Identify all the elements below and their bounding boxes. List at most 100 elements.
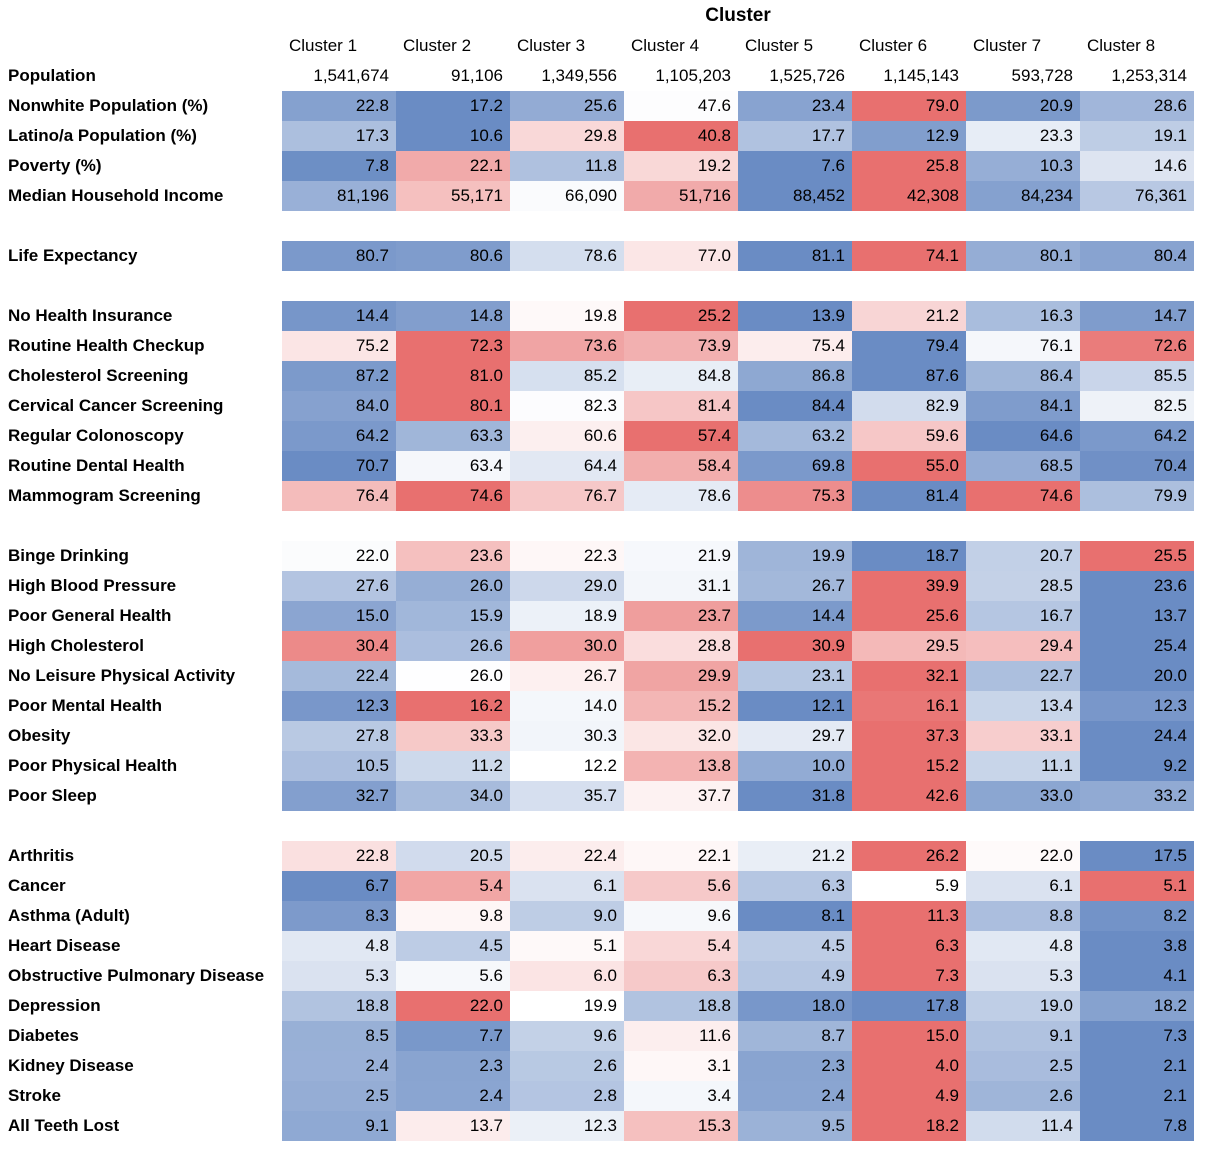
heatmap-cell: 11.2	[396, 751, 510, 781]
heatmap-cell: 4.1	[1080, 961, 1194, 991]
heatmap-cell: 84.0	[282, 391, 396, 421]
heatmap-cell: 63.4	[396, 451, 510, 481]
heatmap-cell: 85.2	[510, 361, 624, 391]
heatmap-cell: 72.6	[1080, 331, 1194, 361]
row-label: Population	[8, 66, 96, 85]
row-label: High Cholesterol	[8, 636, 145, 655]
heatmap-cell: 11.6	[624, 1021, 738, 1051]
heatmap-cell: 19.2	[624, 151, 738, 181]
row-label: Heart Disease	[8, 936, 121, 955]
column-header: Cluster 8	[1087, 36, 1156, 55]
heatmap-cell: 5.9	[852, 871, 966, 901]
heatmap-cell: 10.6	[396, 121, 510, 151]
heatmap-cell: 20.9	[966, 91, 1080, 121]
heatmap-cell: 22.1	[396, 151, 510, 181]
heatmap-cell: 27.8	[282, 721, 396, 751]
heatmap-cell: 22.0	[966, 841, 1080, 871]
heatmap-cell: 2.6	[966, 1081, 1080, 1111]
heatmap-cell: 1,145,143	[883, 66, 959, 85]
heatmap-cell: 26.7	[738, 571, 852, 601]
heatmap-cell: 13.4	[966, 691, 1080, 721]
heatmap-cell: 29.8	[510, 121, 624, 151]
heatmap-cell: 22.0	[396, 991, 510, 1021]
heatmap-cell: 13.7	[396, 1111, 510, 1141]
heatmap-cell: 2.5	[966, 1051, 1080, 1081]
heatmap-cell: 7.6	[738, 151, 852, 181]
heatmap-cell: 9.1	[282, 1111, 396, 1141]
heatmap-cell: 8.2	[1080, 901, 1194, 931]
heatmap-cell: 5.1	[1080, 871, 1194, 901]
heatmap-cell: 20.0	[1080, 661, 1194, 691]
heatmap-cell: 4.8	[282, 931, 396, 961]
row-label: Stroke	[8, 1086, 61, 1105]
heatmap-cell: 80.6	[396, 241, 510, 271]
column-header: Cluster 1	[289, 36, 358, 55]
column-header: Cluster 2	[403, 36, 472, 55]
heatmap-cell: 2.8	[510, 1081, 624, 1111]
column-header: Cluster 4	[631, 36, 700, 55]
heatmap-cell: 2.4	[396, 1081, 510, 1111]
heatmap-cell: 12.3	[282, 691, 396, 721]
heatmap-cell: 7.3	[852, 961, 966, 991]
heatmap-cell: 7.7	[396, 1021, 510, 1051]
heatmap-cell: 4.5	[738, 931, 852, 961]
heatmap-cell: 87.6	[852, 361, 966, 391]
heatmap-cell: 5.3	[966, 961, 1080, 991]
heatmap-cell: 22.3	[510, 541, 624, 571]
heatmap-cell: 84.8	[624, 361, 738, 391]
heatmap-cell: 5.6	[396, 961, 510, 991]
heatmap-cell: 76.1	[966, 331, 1080, 361]
heatmap-cell: 29.0	[510, 571, 624, 601]
heatmap-cell: 30.0	[510, 631, 624, 661]
heatmap-cell: 29.7	[738, 721, 852, 751]
heatmap-cell: 29.4	[966, 631, 1080, 661]
heatmap-cell: 8.8	[966, 901, 1080, 931]
heatmap-cell: 76.4	[282, 481, 396, 511]
heatmap-cell: 4.0	[852, 1051, 966, 1081]
heatmap-cell: 8.5	[282, 1021, 396, 1051]
row-label: Cervical Cancer Screening	[8, 396, 224, 415]
heatmap-cell: 60.6	[510, 421, 624, 451]
heatmap-cell: 23.6	[1080, 571, 1194, 601]
heatmap-cell: 33.3	[396, 721, 510, 751]
heatmap-cell: 6.7	[282, 871, 396, 901]
heatmap-cell: 82.5	[1080, 391, 1194, 421]
heatmap-cell: 23.6	[396, 541, 510, 571]
heatmap-cell: 14.4	[738, 601, 852, 631]
heatmap-cell: 8.1	[738, 901, 852, 931]
heatmap-cell: 15.0	[852, 1021, 966, 1051]
heatmap-cell: 32.7	[282, 781, 396, 811]
heatmap-cell: 87.2	[282, 361, 396, 391]
row-label: Routine Dental Health	[8, 456, 185, 475]
heatmap-cell: 19.8	[510, 301, 624, 331]
heatmap-cell: 4.8	[966, 931, 1080, 961]
heatmap-cell: 18.9	[510, 601, 624, 631]
heatmap-cell: 69.8	[738, 451, 852, 481]
heatmap-cell: 26.0	[396, 661, 510, 691]
heatmap-cell: 18.2	[1080, 991, 1194, 1021]
heatmap-cell: 19.9	[738, 541, 852, 571]
heatmap-cell: 76,361	[1080, 181, 1194, 211]
row-label: Obstructive Pulmonary Disease	[8, 966, 265, 985]
row-label: Poor Physical Health	[8, 756, 178, 775]
heatmap-cell: 70.7	[282, 451, 396, 481]
heatmap-cell: 10.5	[282, 751, 396, 781]
heatmap-cell: 8.3	[282, 901, 396, 931]
heatmap-cell: 19.0	[966, 991, 1080, 1021]
heatmap-cell: 23.3	[966, 121, 1080, 151]
heatmap-cell: 9.2	[1080, 751, 1194, 781]
heatmap-cell: 5.4	[396, 871, 510, 901]
heatmap-cell: 25.2	[624, 301, 738, 331]
heatmap-cell: 16.2	[396, 691, 510, 721]
heatmap-cell: 19.9	[510, 991, 624, 1021]
heatmap-cell: 1,105,203	[655, 66, 731, 85]
heatmap-cell: 7.8	[282, 151, 396, 181]
heatmap-cell: 14.4	[282, 301, 396, 331]
heatmap-cell: 86.8	[738, 361, 852, 391]
row-label: Diabetes	[8, 1026, 79, 1045]
heatmap-cell: 82.9	[852, 391, 966, 421]
heatmap-cell: 2.5	[282, 1081, 396, 1111]
heatmap-cell: 5.1	[510, 931, 624, 961]
heatmap-cell: 22.8	[282, 841, 396, 871]
heatmap-cell: 91,106	[451, 66, 503, 85]
